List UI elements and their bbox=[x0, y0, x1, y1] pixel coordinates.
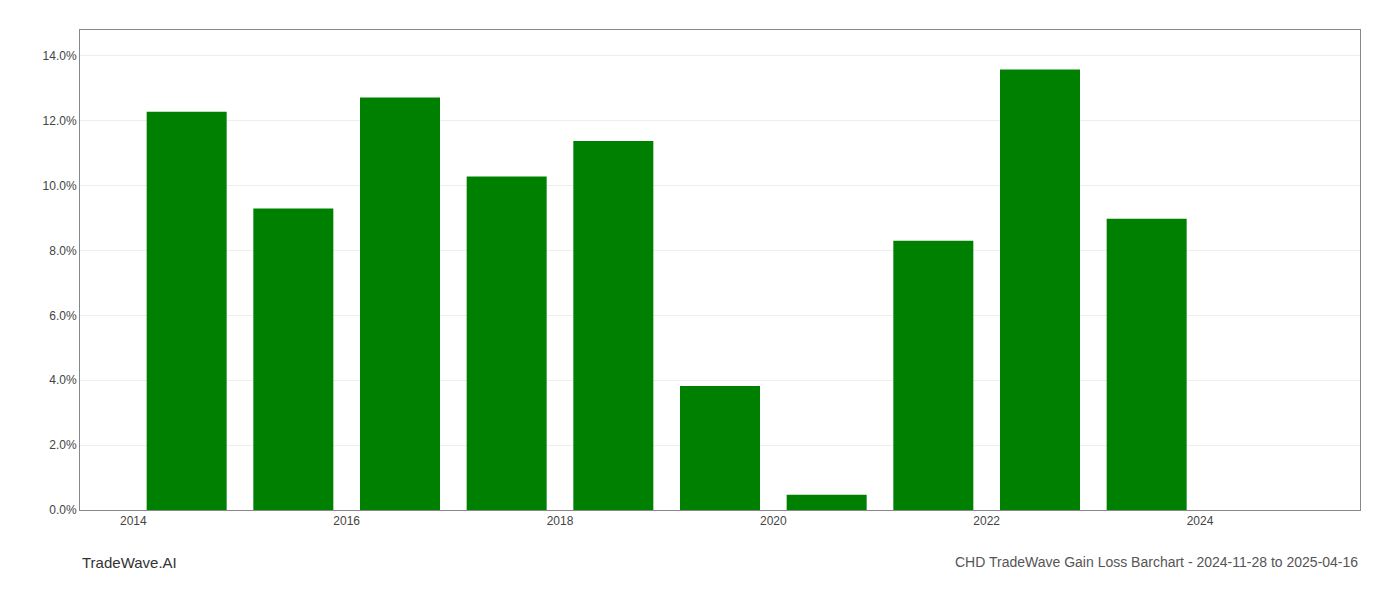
svg-text:2022: 2022 bbox=[973, 514, 1000, 528]
svg-text:8.0%: 8.0% bbox=[49, 244, 77, 258]
svg-text:6.0%: 6.0% bbox=[49, 309, 77, 323]
svg-text:2.0%: 2.0% bbox=[49, 438, 77, 452]
svg-text:12.0%: 12.0% bbox=[43, 114, 77, 128]
svg-text:2020: 2020 bbox=[760, 514, 787, 528]
svg-text:CHD TradeWave Gain Loss Barcha: CHD TradeWave Gain Loss Barchart - 2024-… bbox=[955, 554, 1358, 570]
svg-text:4.0%: 4.0% bbox=[49, 373, 77, 387]
svg-text:2024: 2024 bbox=[1187, 514, 1214, 528]
svg-text:0.0%: 0.0% bbox=[49, 503, 77, 517]
svg-text:2018: 2018 bbox=[547, 514, 574, 528]
svg-text:10.0%: 10.0% bbox=[43, 179, 77, 193]
svg-text:14.0%: 14.0% bbox=[43, 49, 77, 63]
svg-text:2016: 2016 bbox=[333, 514, 360, 528]
svg-text:2014: 2014 bbox=[120, 514, 147, 528]
svg-text:TradeWave.AI: TradeWave.AI bbox=[82, 554, 177, 571]
